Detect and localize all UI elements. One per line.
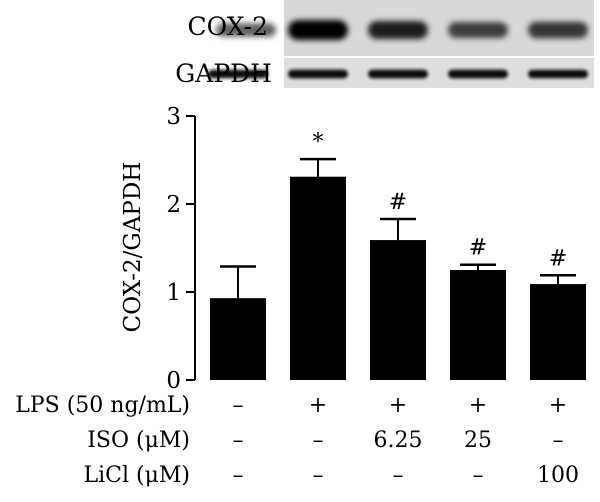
blot-band [208, 69, 268, 79]
condition-value: – [473, 463, 484, 488]
y-tick-label: 1 [166, 280, 181, 306]
condition-value: + [469, 393, 487, 418]
condition-label: ISO (μM) [87, 428, 190, 453]
y-tick-label: 0 [166, 368, 181, 394]
condition-value: 25 [464, 428, 492, 453]
blot-band [528, 69, 588, 79]
condition-value: – [233, 393, 244, 418]
condition-value: – [553, 428, 564, 453]
blot-band [288, 20, 348, 40]
condition-label: LiCl (μM) [84, 463, 191, 488]
blot-label-gapdh: GAPDH [175, 59, 272, 88]
condition-value: + [549, 393, 567, 418]
bar [210, 298, 266, 380]
condition-table: LPS (50 ng/mL) – + + + + ISO (μM) – – 6.25 25 – LiCl… [15, 393, 579, 488]
condition-value: – [393, 463, 404, 488]
y-axis-title: COX-2/GAPDH [120, 162, 146, 333]
condition-value: 100 [537, 463, 579, 488]
bar [450, 270, 506, 380]
condition-value: + [309, 393, 327, 418]
condition-value: – [313, 463, 324, 488]
condition-value: + [389, 393, 407, 418]
blot-band [448, 22, 508, 38]
blot-band [216, 23, 276, 37]
condition-value: – [313, 428, 324, 453]
bar [370, 240, 426, 380]
bands-cox2 [216, 20, 588, 40]
significance-mark: # [389, 190, 407, 215]
bar-chart: 0 1 2 3 * # # # COX-2/GAPDH [120, 104, 586, 394]
blot-label-cox2: COX-2 [188, 12, 268, 41]
y-tick-label: 2 [166, 192, 181, 218]
condition-label: LPS (50 ng/mL) [15, 393, 190, 418]
blot-band [368, 69, 428, 79]
significance-mark: * [313, 130, 324, 155]
bar [530, 284, 586, 380]
bars: * # # # [210, 130, 586, 380]
y-axis: 0 1 2 3 [166, 104, 196, 394]
condition-value: – [233, 463, 244, 488]
blot-band [288, 69, 348, 79]
blot-band [528, 21, 588, 39]
y-tick-label: 3 [166, 104, 181, 130]
western-blot: COX-2 GAPDH [175, 0, 594, 88]
blot-band [368, 21, 428, 39]
bar [290, 176, 346, 380]
blot-band [448, 69, 508, 79]
significance-mark: # [469, 236, 487, 261]
significance-mark: # [549, 246, 567, 271]
condition-value: 6.25 [374, 428, 423, 453]
bands-gapdh [208, 69, 588, 79]
condition-value: – [233, 428, 244, 453]
